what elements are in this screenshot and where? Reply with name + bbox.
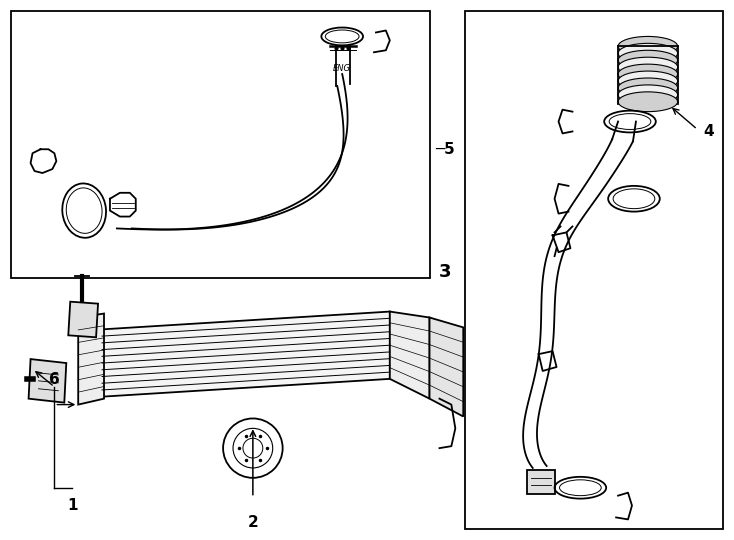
Polygon shape: [527, 470, 555, 494]
Polygon shape: [79, 314, 104, 404]
Ellipse shape: [618, 85, 677, 105]
Polygon shape: [102, 312, 390, 397]
Polygon shape: [390, 312, 429, 399]
Ellipse shape: [618, 92, 677, 112]
Polygon shape: [68, 302, 98, 338]
Ellipse shape: [618, 57, 677, 77]
Ellipse shape: [618, 71, 677, 91]
Ellipse shape: [618, 43, 677, 63]
Text: 3: 3: [439, 263, 451, 281]
Text: 2: 2: [247, 516, 258, 530]
Polygon shape: [29, 359, 66, 403]
Ellipse shape: [618, 36, 677, 56]
Ellipse shape: [618, 50, 677, 70]
Ellipse shape: [618, 64, 677, 84]
Text: 4: 4: [703, 124, 714, 139]
Circle shape: [223, 418, 283, 478]
Polygon shape: [429, 318, 463, 416]
Text: 6: 6: [49, 372, 59, 387]
Text: ENG: ENG: [333, 64, 351, 72]
Text: 1: 1: [67, 498, 78, 512]
Text: ─5: ─5: [435, 142, 455, 157]
Ellipse shape: [618, 78, 677, 98]
